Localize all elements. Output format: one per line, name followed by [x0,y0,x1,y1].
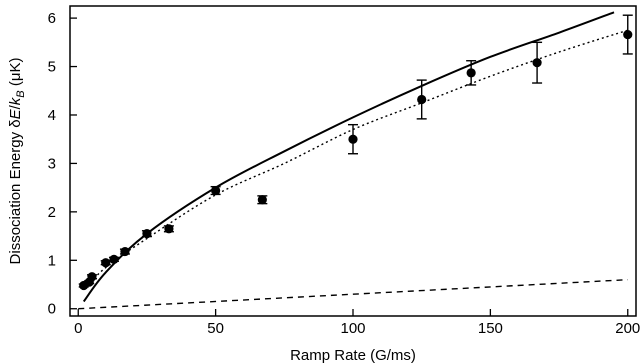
y-tick-label: 5 [48,59,56,76]
y-tick-label: 0 [48,301,56,318]
y-axis-label-sub-B: B [15,90,27,97]
x-tick-label: 0 [74,320,82,337]
y-axis-label: Dissociation Energy δE/kB (μK) [7,58,27,265]
y-axis-label-slash: / [7,104,24,109]
y-tick-label: 6 [48,10,56,27]
plot-frame [69,5,637,317]
y-tick-label: 4 [48,107,56,124]
dotted-fit-curve [83,29,628,290]
ticks-layer: 0 50 100 150 200 0 1 2 3 4 5 6 [48,10,641,337]
y-axis-label-k: k [7,96,24,105]
y-axis-label-E: E [7,108,24,119]
y-tick-label: 2 [48,204,56,221]
y-tick-label: 1 [48,252,56,269]
data-point [87,272,97,282]
y-tick-label: 3 [48,155,56,172]
y-axis-label-delta: δ [7,119,24,127]
y-axis-label-part: Dissociation Energy [7,128,24,265]
data-point [532,58,542,68]
data-point [257,195,267,205]
solid-fit-curve [82,11,615,303]
dashed-fit-curve [78,278,628,310]
x-tick-label: 100 [340,320,365,337]
data-point [417,94,427,105]
x-axis-label: Ramp Rate (G/ms) [290,347,416,364]
data-point [101,258,111,268]
x-tick-label: 50 [207,320,224,337]
x-tick-label: 150 [478,320,503,337]
data-point [164,224,174,234]
y-axis-label-unit: (μK) [7,58,24,91]
series-layer [78,11,633,310]
x-tick-label: 200 [615,320,640,337]
data-point [348,134,358,144]
data-point [466,68,476,78]
data-point [623,29,633,40]
